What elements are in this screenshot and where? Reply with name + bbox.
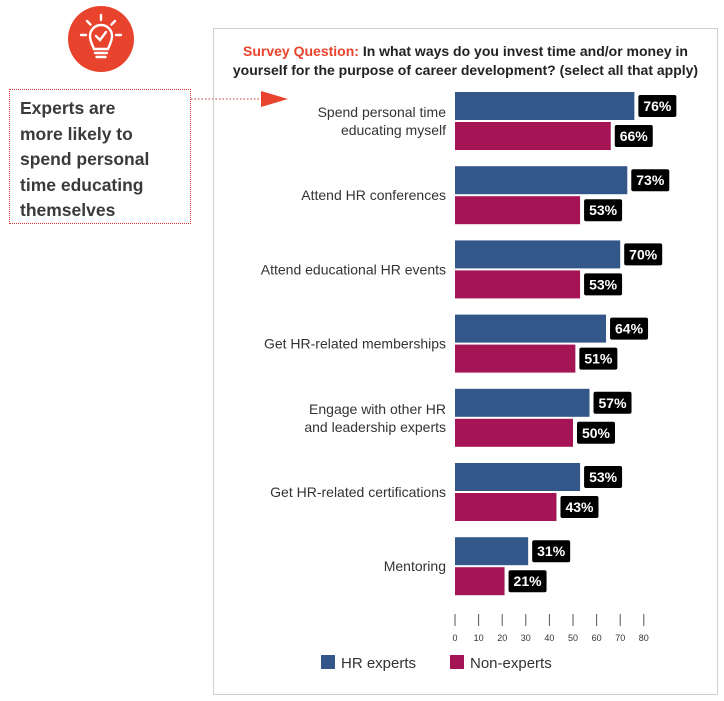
x-tick-label: 0 <box>452 633 457 643</box>
bar-hr-experts <box>455 166 628 195</box>
category-label: Engage with other HR <box>309 401 446 417</box>
data-label-bg <box>532 540 571 563</box>
data-label: 53% <box>589 469 618 485</box>
data-label-bg <box>579 347 618 370</box>
x-tick-label: 70 <box>615 633 625 643</box>
category-label: educating myself <box>341 122 446 138</box>
legend-item-non-experts: Non-experts <box>450 655 552 672</box>
data-label: 57% <box>599 395 628 411</box>
callout-line: Experts are <box>20 98 116 118</box>
category-label: Attend educational HR events <box>261 261 446 277</box>
callout-line: spend personal <box>20 149 150 169</box>
callout-line: more likely to <box>20 123 133 144</box>
data-label-bg <box>584 466 623 488</box>
bar-hr-experts <box>455 314 607 343</box>
x-tick-label: 60 <box>592 633 602 643</box>
data-label-bg <box>577 421 615 444</box>
category-label: Attend HR conferences <box>301 187 446 203</box>
legend-item-hr-experts: HR experts <box>321 655 416 672</box>
bar-hr-experts <box>455 240 621 269</box>
chart-title: Survey Question: In what ways do you inv… <box>214 42 717 80</box>
arrow-right-icon <box>261 91 288 107</box>
data-label-bg <box>614 125 653 147</box>
x-tick-label: 20 <box>497 633 507 643</box>
data-label: 50% <box>582 425 611 441</box>
category-label: Spend personal time <box>318 104 447 120</box>
bar-hr-experts <box>455 537 529 566</box>
bar-non-experts <box>455 493 557 521</box>
bar-hr-experts <box>455 92 635 120</box>
bar-non-experts <box>455 567 505 596</box>
data-label: 64% <box>615 321 644 337</box>
data-label-bg <box>638 95 677 117</box>
bar-hr-experts <box>455 463 581 491</box>
x-tick-label: 80 <box>639 633 649 643</box>
data-label-bg <box>560 496 599 518</box>
legend-label: HR experts <box>341 655 417 672</box>
bar-non-experts <box>455 270 581 299</box>
data-label: 51% <box>584 351 613 367</box>
lightbulb-check-icon <box>68 6 134 72</box>
callout-line: themselves <box>20 200 116 220</box>
data-label-bg <box>631 169 670 192</box>
chart-title-text: In what ways do you invest time and/or m… <box>232 43 699 78</box>
callout-line: time educating <box>20 174 144 195</box>
callout-box: Experts are more likely to spend persona… <box>9 89 191 224</box>
data-label-bg <box>584 273 623 296</box>
x-tick-label: 10 <box>474 633 484 643</box>
chart-panel <box>213 28 718 695</box>
category-label: and leadership experts <box>304 419 446 435</box>
callout-text: Experts are more likely to spend persona… <box>20 96 185 224</box>
data-label-bg <box>584 199 623 222</box>
data-label: 76% <box>643 98 672 114</box>
data-label: 53% <box>589 276 618 292</box>
data-label: 43% <box>565 499 594 515</box>
bar-non-experts <box>455 344 576 373</box>
category-label: Mentoring <box>384 558 446 574</box>
x-tick-label: 30 <box>521 633 531 643</box>
chart-title-prefix: Survey Question: <box>243 43 359 59</box>
legend-swatch-non-experts <box>450 655 464 669</box>
legend-label: Non-experts <box>470 655 552 672</box>
bar-non-experts <box>455 196 581 225</box>
data-label: 66% <box>620 128 649 144</box>
x-tick-label: 40 <box>544 633 554 643</box>
data-label-bg <box>593 391 632 414</box>
legend-swatch-hr-experts <box>321 655 335 669</box>
bar-hr-experts <box>455 388 590 417</box>
data-label-bg <box>624 243 663 266</box>
bar-non-experts <box>455 122 611 150</box>
data-label: 53% <box>589 202 618 218</box>
category-label: Get HR-related memberships <box>264 336 446 352</box>
x-tick-label: 50 <box>568 633 578 643</box>
bar-non-experts <box>455 418 573 447</box>
data-label: 31% <box>537 543 566 559</box>
data-label-bg <box>610 317 649 340</box>
data-label: 21% <box>514 573 543 589</box>
data-label-bg <box>508 570 547 593</box>
data-label: 70% <box>629 246 658 262</box>
data-label: 73% <box>636 172 665 188</box>
category-label: Get HR-related certifications <box>270 484 446 500</box>
